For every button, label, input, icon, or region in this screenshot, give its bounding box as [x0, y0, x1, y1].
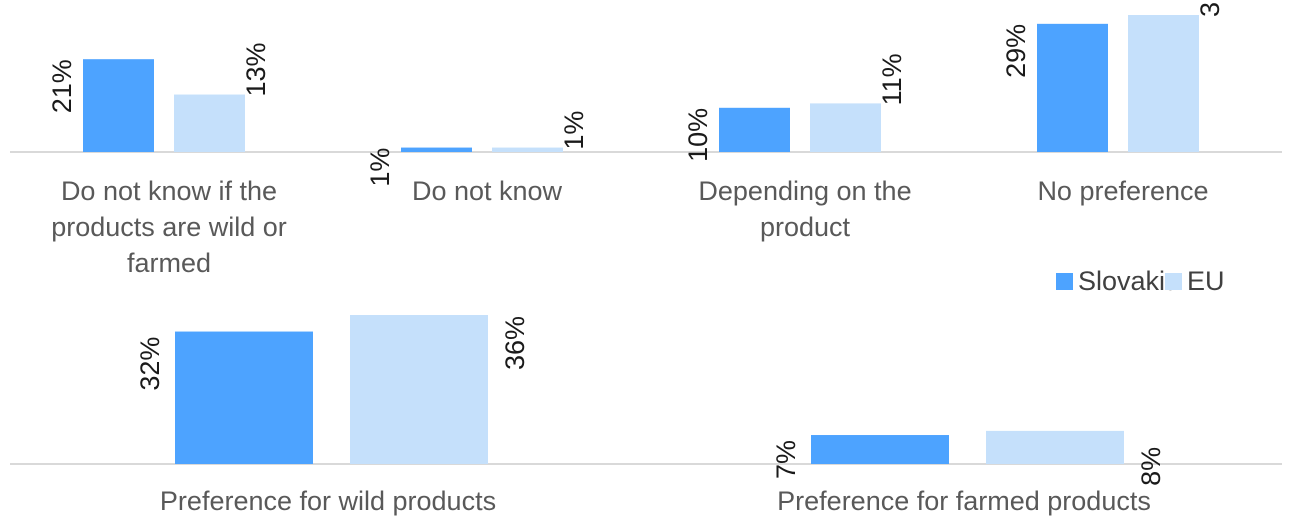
category-label: products are wild or [51, 212, 287, 242]
data-label: 29% [1001, 24, 1031, 78]
data-label: 32% [135, 337, 165, 391]
data-label: 21% [47, 59, 77, 113]
legend-swatch-slovakia [1056, 273, 1073, 290]
category-label: Preference for farmed products [777, 486, 1151, 516]
category-label: Do not know [412, 176, 563, 206]
data-label: 7% [771, 440, 801, 479]
data-label: 13% [241, 43, 271, 97]
data-label: 1% [559, 111, 589, 150]
legend-label: EU [1187, 266, 1225, 296]
legend-swatch-eu [1165, 273, 1182, 290]
bar-eu [492, 147, 563, 152]
bar-eu [986, 430, 1124, 464]
category-label: farmed [127, 248, 211, 278]
data-label: 36% [500, 316, 530, 370]
data-label: 10% [683, 108, 713, 162]
bar-eu [1128, 15, 1199, 152]
bar-eu [810, 103, 881, 152]
data-label: 1% [365, 148, 395, 187]
bar-slovakia [719, 107, 790, 152]
category-label: No preference [1037, 176, 1208, 206]
legend-label: Slovakia [1078, 266, 1181, 296]
bar-eu [350, 315, 488, 464]
category-label: Depending on the [698, 176, 911, 206]
data-label: 31% [1195, 0, 1225, 17]
data-label: 11% [877, 53, 907, 105]
bar-slovakia [1037, 23, 1108, 152]
category-label: Preference for wild products [160, 486, 496, 516]
bar-eu [174, 94, 245, 152]
data-label: 8% [1136, 447, 1166, 486]
bar-slovakia [83, 59, 154, 152]
bar-slovakia [401, 147, 472, 152]
category-label: Do not know if the [61, 176, 277, 206]
bar-slovakia [811, 435, 949, 464]
bar-slovakia [175, 331, 313, 464]
category-label: product [760, 212, 851, 242]
